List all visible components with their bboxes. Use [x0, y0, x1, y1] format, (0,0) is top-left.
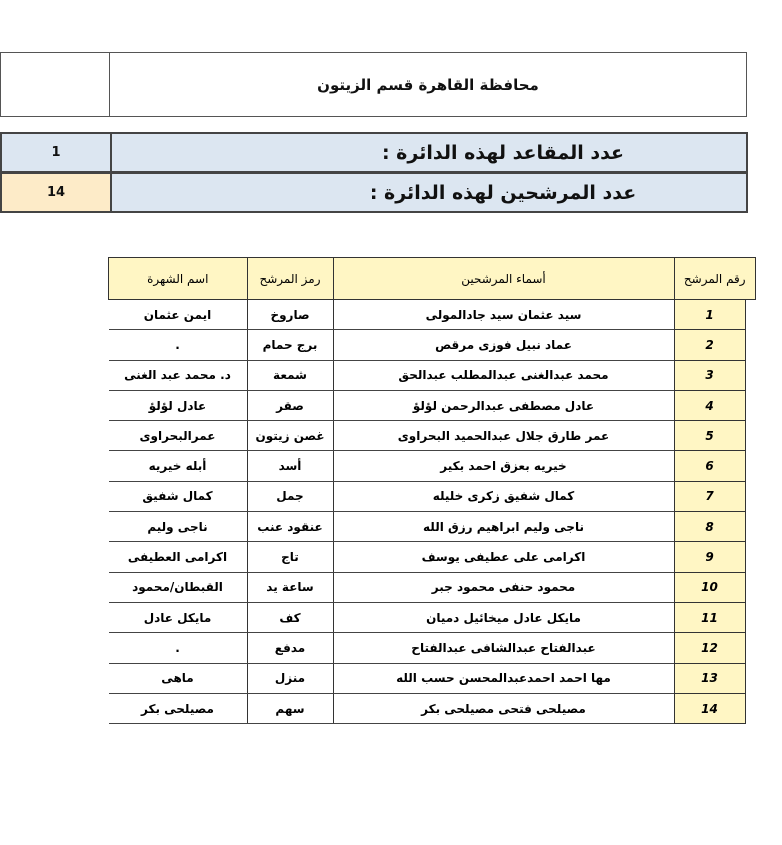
cell-name: مايكل عادل ميخائيل دميان — [332, 602, 674, 634]
header-fame: اسم الشهرة — [108, 257, 248, 300]
table-row: 1 سيد عثمان سيد جادالمولى صاروخ ايمن عثمان — [108, 298, 756, 331]
cell-number: 12 — [673, 632, 746, 664]
cell-number: 2 — [673, 329, 746, 361]
cell-number: 13 — [673, 662, 746, 694]
cell-fame: القبطان/محمود — [108, 572, 247, 603]
cell-number: 1 — [673, 298, 746, 331]
cell-symbol: أسد — [246, 450, 333, 482]
cell-symbol: كف — [246, 602, 333, 634]
table-row: 9 اكرامى على عطيفى يوسف تاج اكرامى العطيفى — [108, 541, 756, 573]
cell-symbol: عنقود عنب — [246, 511, 333, 543]
row-spacer — [745, 420, 756, 451]
row-spacer — [745, 572, 756, 603]
row-spacer — [745, 663, 756, 694]
header-name: أسماء المرشحين — [332, 257, 675, 300]
cell-fame: ايمن عثمان — [108, 299, 247, 331]
candidates-count-row: 14 عدد المرشحين لهذه الدائرة : — [0, 172, 748, 213]
row-spacer — [745, 390, 756, 421]
header-number: رقم المرشح — [673, 257, 756, 300]
cell-symbol: برج حمام — [246, 329, 333, 361]
seats-row: 1 عدد المقاعد لهذه الدائرة : — [0, 132, 748, 173]
cell-fame: أبله خيريه — [108, 450, 247, 482]
table-row: 13 مها احمد احمدعبدالمحسن حسب الله منزل ماه… — [108, 662, 756, 694]
cell-number: 8 — [673, 511, 746, 543]
candidates-table: رقم المرشح أسماء المرشحين رمز المرشح اسم… — [108, 257, 756, 725]
cell-fame: ماهى — [108, 663, 247, 694]
row-spacer — [745, 541, 756, 573]
cell-symbol: صقر — [246, 390, 333, 422]
row-spacer — [745, 632, 756, 664]
cell-symbol: ساعة يد — [246, 572, 333, 603]
header-symbol: رمز المرشح — [246, 257, 334, 300]
cell-symbol: جمل — [246, 481, 333, 513]
cell-name: عادل مصطفى عبدالرحمن لؤلؤ — [332, 390, 674, 422]
cell-symbol: صاروخ — [246, 299, 333, 331]
seats-value: 1 — [2, 134, 112, 171]
table-header: رقم المرشح أسماء المرشحين رمز المرشح اسم… — [108, 257, 756, 300]
cell-number: 6 — [673, 450, 746, 482]
cell-symbol: شمعة — [246, 360, 333, 391]
table-row: 7 كمال شفيق زكرى خليله جمل كمال شفيق — [108, 480, 756, 513]
cell-symbol: تاج — [246, 541, 333, 573]
table-row: 11 مايكل عادل ميخائيل دميان كف مايكل عادل — [108, 601, 756, 634]
cell-name: محمد عبدالغنى عبدالمطلب عبدالحق — [332, 360, 674, 391]
table-row: 3 محمد عبدالغنى عبدالمطلب عبدالحق شمعة د. م… — [108, 359, 756, 391]
cell-name: عمر طارق جلال عبدالحميد البحراوى — [332, 420, 674, 452]
table-row: 14 مصيلحى فتحى مصيلحى بكر سهم مصيلحى بكر — [108, 692, 756, 725]
row-spacer — [745, 450, 756, 482]
cell-number: 10 — [673, 571, 746, 603]
cell-name: مها احمد احمدعبدالمحسن حسب الله — [332, 663, 674, 694]
cell-name: محمود حنفى محمود جبر — [332, 572, 674, 603]
table-row: 5 عمر طارق جلال عبدالحميد البحراوى غصن زيت… — [108, 420, 756, 452]
cell-name: عبدالفتاح عبدالشافى عبدالفتاح — [332, 632, 674, 664]
cell-number: 9 — [673, 541, 746, 573]
cell-name: اكرامى على عطيفى يوسف — [332, 541, 674, 573]
cell-name: عماد نبيل فوزى مرقص — [332, 329, 674, 361]
candidates-count-value: 14 — [2, 174, 112, 211]
cell-number: 14 — [673, 692, 746, 725]
cell-name: مصيلحى فتحى مصيلحى بكر — [332, 693, 674, 725]
table-row: 4 عادل مصطفى عبدالرحمن لؤلؤ صقر عادل لؤلؤ — [108, 389, 756, 422]
table-row: 8 ناجى وليم ابراهيم رزق الله عنقود عنب ناجى… — [108, 511, 756, 543]
cell-name: سيد عثمان سيد جادالمولى — [332, 299, 674, 331]
cell-fame: عمرالبحراوى — [108, 420, 247, 452]
row-spacer — [745, 329, 756, 361]
cell-number: 11 — [673, 601, 746, 634]
cell-name: ناجى وليم ابراهيم رزق الله — [332, 511, 674, 543]
row-spacer — [745, 299, 756, 330]
cell-fame: كمال شفيق — [108, 481, 247, 513]
cell-symbol: سهم — [246, 693, 333, 725]
cell-fame: عادل لؤلؤ — [108, 390, 247, 422]
cell-number: 4 — [673, 389, 746, 422]
table-row: 6 خيريه بعزق احمد بكير أسد أبله خيريه — [108, 450, 756, 482]
row-spacer — [745, 602, 756, 633]
row-spacer — [745, 481, 756, 512]
cell-fame: ناجى وليم — [108, 511, 247, 543]
cell-number: 5 — [673, 420, 746, 452]
row-spacer — [745, 693, 756, 724]
page-title: محافظة القاهرة قسم الزيتون — [109, 52, 747, 117]
cell-fame: مايكل عادل — [108, 602, 247, 634]
cell-name: كمال شفيق زكرى خليله — [332, 481, 674, 513]
cell-fame: اكرامى العطيفى — [108, 541, 247, 573]
cell-fame: مصيلحى بكر — [108, 693, 247, 725]
row-spacer — [745, 511, 756, 542]
cell-number: 3 — [673, 359, 746, 391]
cell-number: 7 — [673, 480, 746, 513]
header-blank-cell — [0, 52, 110, 117]
cell-fame: . — [108, 632, 247, 664]
cell-symbol: غصن زيتون — [246, 420, 333, 452]
seats-label: عدد المقاعد لهذه الدائرة : — [381, 141, 625, 164]
cell-symbol: منزل — [246, 663, 333, 694]
cell-fame: . — [108, 329, 247, 361]
table-row: 12 عبدالفتاح عبدالشافى عبدالفتاح مدفع. — [108, 632, 756, 664]
cell-name: خيريه بعزق احمد بكير — [332, 450, 674, 482]
cell-fame: د. محمد عبد الغنى — [108, 360, 247, 391]
candidates-count-label: عدد المرشحين لهذه الدائرة : — [369, 181, 637, 204]
table-row: 10 محمود حنفى محمود جبر ساعة يد القبطان/محم… — [108, 571, 756, 603]
cell-symbol: مدفع — [246, 632, 333, 664]
table-row: 2 عماد نبيل فوزى مرقص برج حمام. — [108, 329, 756, 361]
row-spacer — [745, 360, 756, 391]
